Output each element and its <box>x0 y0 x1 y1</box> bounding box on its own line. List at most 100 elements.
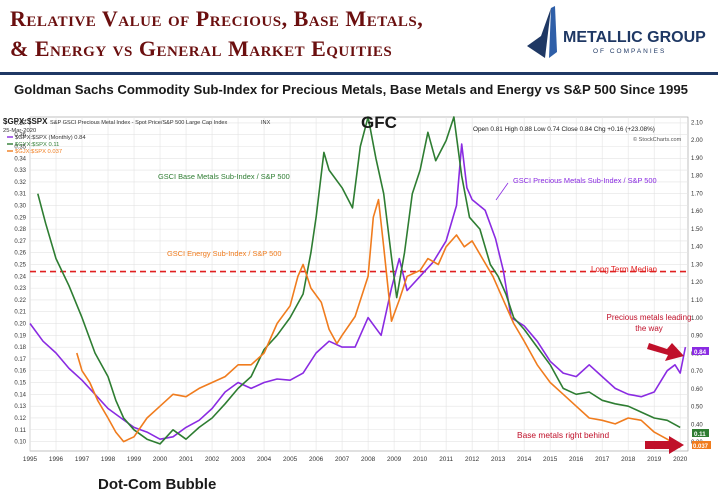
last-precious-badge <box>692 347 709 355</box>
right-tick-label: 2.00 <box>691 138 703 144</box>
left-tick-label: 0.15 <box>14 381 26 387</box>
company-logo: METALLIC GROUP OF COMPANIES <box>527 6 706 58</box>
last-base-badge <box>692 429 709 437</box>
arrow-precious <box>647 343 684 361</box>
series-line-0 <box>29 143 687 440</box>
x-tick-label: 1998 <box>101 456 116 463</box>
x-tick-label: 1999 <box>127 456 142 463</box>
precious-series-label: GSCI Precious Metals Sub-Index / S&P 500 <box>513 176 657 185</box>
symbol-exchange: INX <box>261 120 271 126</box>
symbol-desc: S&P GSCI Precious Metal Index - Spot Pri… <box>50 120 228 126</box>
right-tick-label: 1.80 <box>691 174 703 180</box>
x-tick-label: 2000 <box>153 456 168 463</box>
logo-name: METALLIC GROUP <box>563 29 706 46</box>
x-tick-label: 2018 <box>621 456 636 463</box>
left-tick-label: 0.13 <box>14 404 26 410</box>
last-energy-value: 0.037 <box>693 444 709 450</box>
legend-base: $GYX:$SPX 0.11 <box>15 142 59 148</box>
left-tick-label: 0.33 <box>14 168 26 174</box>
series-group <box>29 116 687 449</box>
left-tick-label: 0.11 <box>15 428 27 434</box>
left-tick-label: 0.23 <box>14 286 26 292</box>
grid <box>29 117 688 451</box>
right-tick-label: 1.30 <box>691 262 703 268</box>
left-tick-label: 0.21 <box>14 310 26 316</box>
energy-series-label: GSCI Energy Sub-Index / S&P 500 <box>167 249 281 258</box>
x-tick-label: 1996 <box>49 456 64 463</box>
precious-lead-line2: the way <box>635 324 663 333</box>
x-tick-label: 2001 <box>179 456 194 463</box>
last-precious-value: 0.84 <box>694 349 707 356</box>
credit: © StockCharts.com <box>633 136 682 143</box>
base-behind-label: Base metals right behind <box>517 430 610 440</box>
left-tick-label: 0.10 <box>14 440 26 446</box>
x-tick-label: 1997 <box>75 456 90 463</box>
series-line-2 <box>76 198 681 449</box>
right-tick-label: 0.60 <box>691 387 703 393</box>
x-tick-label: 2006 <box>309 456 324 463</box>
left-tick-label: 0.24 <box>14 274 26 280</box>
plot-frame <box>29 116 689 452</box>
right-tick-label: 0.50 <box>691 405 703 411</box>
right-tick-label: 1.50 <box>691 227 703 233</box>
x-tick-label: 2016 <box>569 456 584 463</box>
x-tick-label: 2019 <box>647 456 662 463</box>
x-tick-label: 2009 <box>387 456 402 463</box>
left-tick-label: 0.32 <box>14 180 26 186</box>
left-tick-label: 0.18 <box>14 345 26 351</box>
right-tick-label: 0.40 <box>691 422 703 428</box>
left-tick-label: 0.22 <box>14 298 26 304</box>
left-tick-label: 0.27 <box>14 239 26 245</box>
left-tick-label: 0.26 <box>14 251 26 257</box>
metallic-group-logo-icon <box>527 6 557 58</box>
left-tick-label: 0.34 <box>14 156 26 162</box>
right-tick-label: 0.90 <box>691 334 703 340</box>
title-line-2: & Energy vs General Market Equities <box>10 36 393 61</box>
base-series-label: GSCI Base Metals Sub-Index / S&P 500 <box>158 172 290 181</box>
title-rule <box>0 72 718 75</box>
symbol-label: $GPX:$SPX <box>3 117 48 126</box>
x-tick-label: 2011 <box>439 456 453 463</box>
left-tick-label: 0.35 <box>14 145 26 151</box>
left-tick-label: 0.17 <box>14 357 26 363</box>
right-tick-label: 2.10 <box>691 120 703 126</box>
left-tick-label: 0.20 <box>14 322 26 328</box>
x-tick-label: 2014 <box>517 456 532 463</box>
arrow-base <box>645 436 684 454</box>
median-label: Long Term Median <box>591 265 657 274</box>
ohlc-readout: Open 0.81 High 0.88 Low 0.74 Close 0.84 … <box>473 126 655 133</box>
x-tick-label: 2013 <box>491 456 506 463</box>
logo-sub: OF COMPANIES <box>593 48 666 55</box>
precious-lead-line1: Precious metals leading <box>607 313 692 322</box>
right-tick-label: 1.10 <box>691 298 703 304</box>
x-tick-label: 2007 <box>335 456 350 463</box>
legend-energy: $GJX:$SPX 0.037 <box>15 149 62 155</box>
chart-subtitle: Goldman Sachs Commodity Sub-Index for Pr… <box>14 82 689 97</box>
chart-date: 25-Mar-2020 <box>3 128 36 134</box>
right-tick-label: 1.40 <box>691 245 703 251</box>
series-line-1 <box>37 116 681 445</box>
right-tick-label: 0.70 <box>691 369 703 375</box>
left-tick-label: 0.37 <box>14 121 26 127</box>
left-tick-label: 0.31 <box>14 192 26 198</box>
last-energy-badge <box>692 441 711 449</box>
last-base-value: 0.11 <box>694 431 706 438</box>
right-tick-label: 1.00 <box>691 316 703 322</box>
legend-precious: $GPX:$SPX (Monthly) 0.84 <box>15 135 86 141</box>
x-tick-label: 2008 <box>361 456 376 463</box>
x-tick-label: 2010 <box>413 456 428 463</box>
dotcom-label: Dot-Com Bubble <box>98 476 216 493</box>
x-tick-label: 2005 <box>283 456 298 463</box>
left-tick-label: 0.25 <box>14 263 26 269</box>
right-tick-label: 1.60 <box>691 209 703 215</box>
left-tick-label: 0.12 <box>14 416 26 422</box>
left-tick-label: 0.19 <box>14 333 26 339</box>
x-tick-label: 2020 <box>673 456 688 463</box>
right-tick-label: 1.20 <box>691 280 703 286</box>
x-tick-label: 2017 <box>595 456 610 463</box>
right-tick-label: 1.90 <box>691 156 703 162</box>
left-tick-label: 0.30 <box>14 204 26 210</box>
left-tick-label: 0.29 <box>14 215 26 221</box>
